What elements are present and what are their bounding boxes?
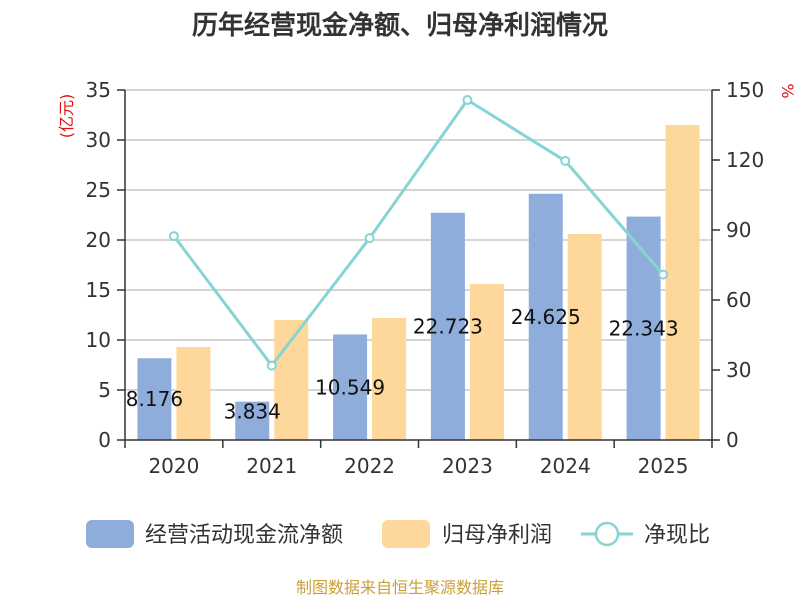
y-left-tick-label: 5	[98, 378, 111, 402]
bars	[137, 125, 700, 440]
y-left-tick-label: 20	[86, 228, 111, 252]
source-note: 制图数据来自恒生聚源数据库	[296, 578, 504, 597]
y-right-tick-label: 150	[726, 78, 764, 102]
y-right-tick-label: 120	[726, 148, 764, 172]
data-label: 10.549	[315, 375, 385, 399]
ratio-point	[462, 95, 473, 106]
bar-net-profit	[372, 318, 407, 440]
x-tick-label: 2023	[442, 454, 493, 478]
y-left-tick-label: 0	[98, 428, 111, 452]
legend-marker-ratio	[594, 521, 620, 547]
y-right-tick-label: 60	[726, 288, 751, 312]
bar-net-profit	[469, 284, 504, 440]
x-tick-label: 2021	[246, 454, 297, 478]
x-tick-label: 2022	[344, 454, 395, 478]
y-left-tick-label: 15	[86, 278, 111, 302]
ratio-point	[658, 269, 669, 280]
legend-label-operating-cash-flow: 经营活动现金流净额	[145, 523, 343, 548]
bar-net-profit	[567, 234, 602, 440]
legend-label-ratio: 净现比	[644, 523, 710, 548]
bar-operating-cash-flow	[333, 334, 368, 440]
data-labels: 8.176 3.834 10.549 22.723 24.625 22.343	[126, 305, 679, 424]
x-tick-label: 2024	[540, 454, 591, 478]
data-label: 3.834	[224, 400, 281, 424]
bar-net-profit	[176, 347, 211, 440]
data-label: 24.625	[511, 305, 581, 329]
y-left-axis-label: (亿元)	[57, 94, 76, 139]
ratio-point	[364, 233, 375, 244]
bar-operating-cash-flow	[430, 212, 465, 440]
ratio-line	[172, 98, 665, 369]
legend-swatch-operating-cash-flow	[86, 520, 134, 548]
legend-swatch-net-profit	[382, 520, 430, 548]
bar-operating-cash-flow	[137, 358, 172, 440]
y-right-tick-label: 0	[726, 428, 739, 452]
y-left-tick-label: 25	[86, 178, 111, 202]
data-label: 22.723	[413, 314, 483, 338]
y-left-tick-label: 10	[86, 328, 111, 352]
grid	[125, 89, 712, 391]
ratio-point	[168, 231, 179, 242]
legend-label-net-profit: 归母净利润	[442, 523, 552, 548]
y-left-tick-label: 35	[86, 78, 111, 102]
bar-operating-cash-flow	[528, 193, 563, 440]
y-left-tick-label: 30	[86, 128, 111, 152]
ratio-point	[266, 360, 277, 371]
line-series	[168, 95, 669, 371]
x-tick-label: 2025	[638, 454, 689, 478]
bar-operating-cash-flow	[235, 401, 270, 440]
y-right-axis-label: %	[778, 83, 797, 98]
data-label: 22.343	[609, 316, 679, 340]
chart-title: 历年经营现金净额、归母净利润情况	[192, 10, 608, 41]
y-right-tick-label: 30	[726, 358, 751, 382]
ratio-point	[560, 155, 571, 166]
legend: 经营活动现金流净额 归母净利润 净现比	[86, 520, 710, 548]
bar-net-profit	[665, 125, 700, 440]
x-tick-label: 2020	[148, 454, 199, 478]
data-label: 8.176	[126, 387, 183, 411]
y-right-tick-label: 90	[726, 218, 751, 242]
